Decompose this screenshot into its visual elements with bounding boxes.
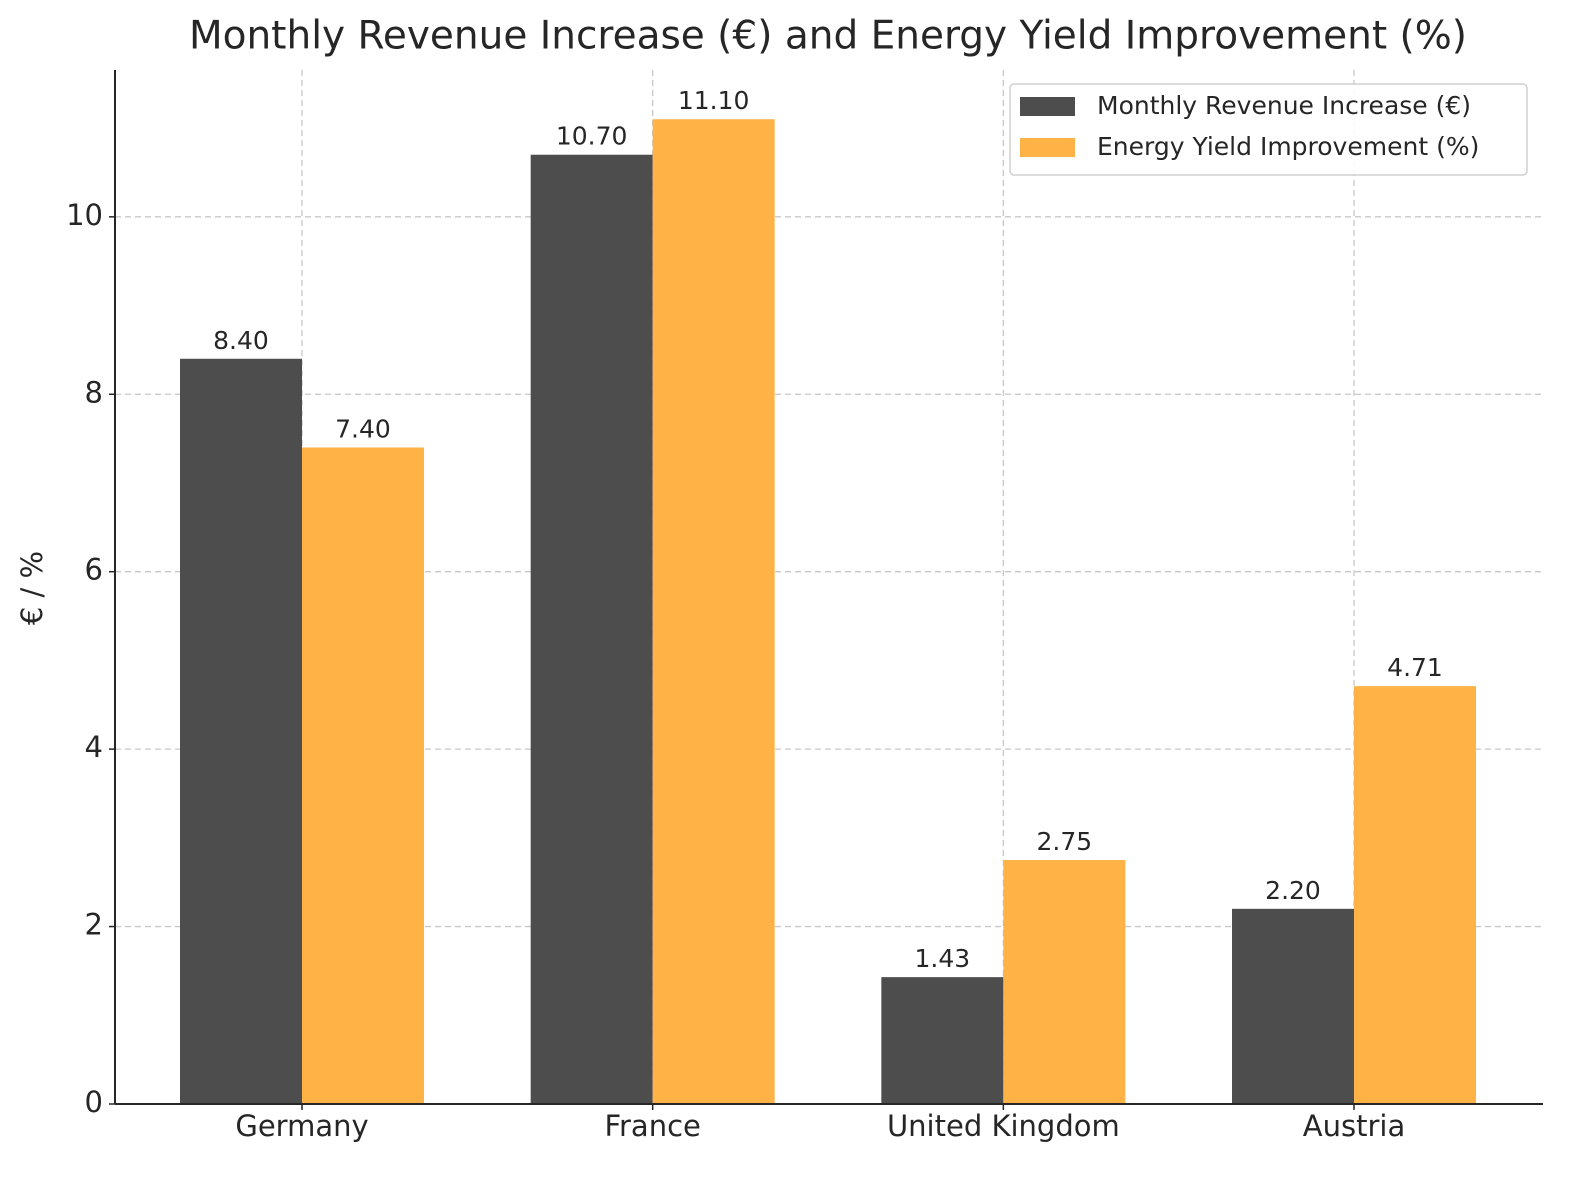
- value-label: 7.40: [335, 414, 391, 443]
- bar: [652, 119, 775, 1104]
- bar: [1003, 860, 1126, 1104]
- bar: [1232, 908, 1355, 1104]
- x-tick-label: Austria: [1303, 1109, 1405, 1143]
- y-tick-label: 0: [85, 1085, 103, 1119]
- value-label: 2.75: [1037, 827, 1093, 856]
- y-tick-label: 2: [85, 908, 103, 942]
- x-tick-label: United Kingdom: [887, 1109, 1120, 1143]
- value-label: 1.43: [915, 944, 971, 973]
- legend-label: Monthly Revenue Increase (€): [1097, 91, 1471, 120]
- y-tick-label: 8: [85, 375, 103, 409]
- x-tick-label: France: [604, 1109, 700, 1143]
- legend-box: [1009, 83, 1528, 176]
- y-tick-label: 10: [66, 198, 103, 232]
- bar: [1354, 686, 1477, 1104]
- y-tick-label: 4: [85, 730, 103, 764]
- y-tick-label: 6: [85, 553, 103, 587]
- value-label: 2.20: [1265, 876, 1321, 905]
- legend-swatch: [1020, 138, 1075, 157]
- y-axis-label: € / %: [15, 551, 49, 625]
- x-tick-label: Germany: [235, 1109, 368, 1143]
- value-label: 11.10: [678, 86, 750, 115]
- bar: [302, 447, 424, 1104]
- legend-label: Energy Yield Improvement (%): [1097, 132, 1479, 161]
- legend-swatch: [1020, 97, 1075, 116]
- bar: [881, 977, 1004, 1104]
- bar: [180, 358, 302, 1104]
- bar: [530, 154, 653, 1105]
- value-label: 8.40: [213, 326, 269, 355]
- value-label: 4.71: [1387, 653, 1443, 682]
- chart-title: Monthly Revenue Increase (€) and Energy …: [189, 14, 1467, 59]
- value-label: 10.70: [556, 122, 628, 151]
